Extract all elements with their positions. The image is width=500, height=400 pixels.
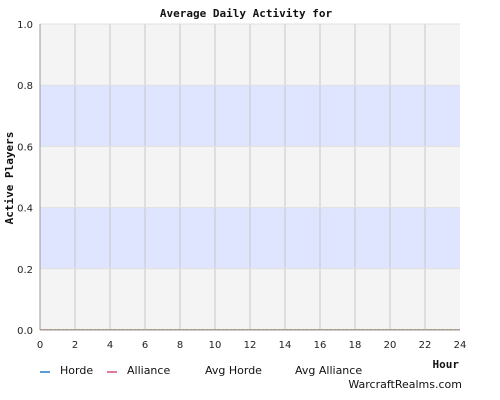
y-tick-labels: 0.0 0.2 0.4 0.6 0.8 1.0 [17, 20, 33, 337]
x-tick-12: 12 [244, 340, 257, 351]
x-tick-4: 4 [107, 340, 113, 351]
legend-item-1: Alliance [107, 364, 170, 377]
y-tick-2: 0.4 [17, 204, 33, 215]
x-axis-label: Hour [433, 358, 460, 371]
y-tick-1: 0.2 [17, 265, 33, 276]
y-axis-label: Active Players [3, 132, 16, 225]
x-tick-0: 0 [37, 340, 43, 351]
legend-label-3: Avg Alliance [295, 364, 362, 377]
y-tick-4: 0.8 [17, 81, 33, 92]
y-tick-0: 0.0 [17, 326, 33, 337]
legend-label-1: Alliance [127, 364, 170, 377]
x-tick-18: 18 [349, 340, 362, 351]
axes [39, 24, 460, 331]
x-tick-14: 14 [279, 340, 292, 351]
x-tick-6: 6 [142, 340, 148, 351]
legend: Horde Alliance Avg Horde Avg Alliance [40, 364, 362, 377]
x-tick-labels: 0 2 4 6 8 10 12 14 16 18 20 22 24 [37, 340, 467, 351]
y-tick-5: 1.0 [17, 20, 33, 31]
x-tick-22: 22 [419, 340, 432, 351]
x-tick-10: 10 [209, 340, 222, 351]
chart-title: Average Daily Activity for [160, 7, 333, 20]
x-tick-8: 8 [177, 340, 183, 351]
vertical-gridlines [74, 24, 426, 330]
y-tick-3: 0.6 [17, 142, 33, 153]
x-tick-2: 2 [72, 340, 78, 351]
legend-item-3: Avg Alliance [295, 364, 362, 377]
legend-item-0: Horde [40, 364, 93, 377]
x-tick-20: 20 [384, 340, 397, 351]
x-tick-16: 16 [314, 340, 327, 351]
legend-label-2: Avg Horde [205, 364, 262, 377]
legend-item-2: Avg Horde [205, 364, 262, 377]
legend-label-0: Horde [60, 364, 93, 377]
credit-text: WarcraftRealms.com [348, 378, 462, 391]
x-tick-24: 24 [454, 340, 467, 351]
